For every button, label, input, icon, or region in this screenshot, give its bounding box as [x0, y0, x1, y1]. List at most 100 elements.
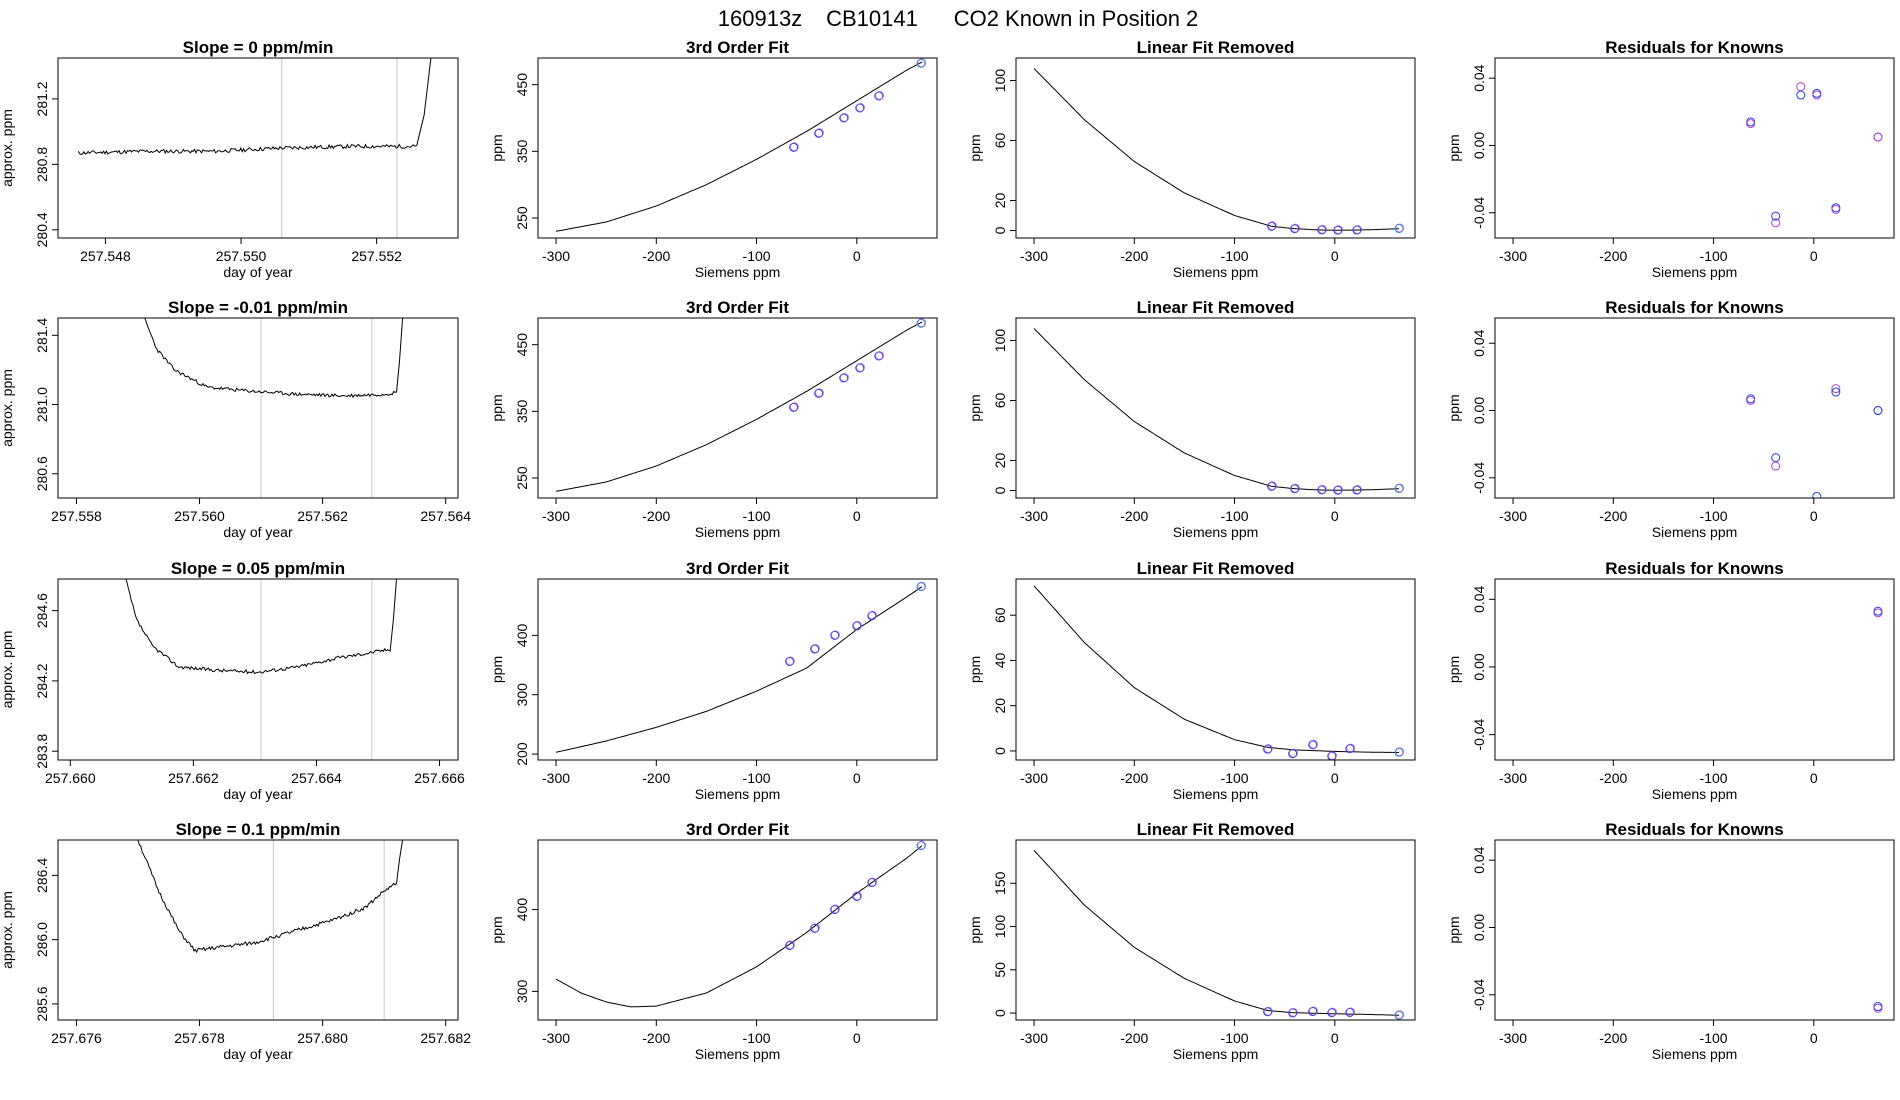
known-point — [1317, 225, 1327, 235]
known-point-overlay — [789, 402, 799, 412]
known-point-overlay — [917, 58, 927, 68]
y-tick-label: 300 — [514, 683, 530, 707]
x-axis-label: Siemens ppm — [1173, 786, 1259, 802]
panel-title: Linear Fit Removed — [1137, 38, 1295, 57]
panel-title: 3rd Order Fit — [686, 559, 789, 578]
known-point-overlay — [1328, 1007, 1338, 1017]
known-point — [855, 103, 865, 113]
plot-area — [555, 318, 927, 492]
x-axis-label: Siemens ppm — [695, 524, 781, 540]
panel-timeseries-row1: Slope = 0 ppm/min 257.548 257.550 257.552 28… — [0, 38, 459, 280]
known-point-overlay — [875, 350, 885, 360]
panel-linfit-row4: Linear Fit Removed -300 -200 -100 0 0 50 100 150… — [967, 820, 1416, 1062]
residual-point — [1771, 461, 1781, 471]
y-tick-label: 0 — [992, 226, 1008, 234]
panel-linfit-row1: Linear Fit Removed -300 -200 -100 0 0 20 60 100 S… — [967, 38, 1416, 280]
known-point — [785, 656, 795, 666]
known-point-overlay — [917, 581, 927, 591]
y-tick-label: -0.04 — [1471, 979, 1487, 1011]
y-tick-label: 281.0 — [34, 387, 50, 422]
panel-title: Linear Fit Removed — [1137, 559, 1295, 578]
x-tick-label: 0 — [1810, 248, 1818, 264]
x-tick-label: 0 — [1331, 508, 1339, 524]
x-axis-label: Siemens ppm — [695, 264, 781, 280]
residual-point — [1746, 119, 1756, 129]
known-point — [839, 373, 849, 383]
x-tick-label: 257.564 — [420, 508, 471, 524]
x-axis-label: day of year — [223, 1046, 293, 1062]
panel-title: 3rd Order Fit — [686, 298, 789, 317]
y-tick-label: 0.00 — [1471, 914, 1487, 941]
known-point-overlay — [1263, 744, 1273, 753]
known-point — [916, 58, 926, 68]
y-tick-label: 280.8 — [34, 147, 50, 182]
panel-frame — [1015, 578, 1416, 761]
x-axis-label: Siemens ppm — [1652, 786, 1738, 802]
residual-point — [1796, 90, 1806, 100]
x-axis-label: Siemens ppm — [1652, 1046, 1738, 1062]
y-tick-label: 300 — [514, 979, 530, 1003]
x-tick-label: -100 — [743, 1030, 771, 1046]
residual-point — [1771, 453, 1781, 463]
x-tick-label: -300 — [542, 248, 570, 264]
known-point — [916, 841, 926, 851]
x-tick-label: -200 — [1599, 508, 1627, 524]
x-tick-label: -100 — [1700, 770, 1728, 786]
y-tick-label: -0.04 — [1471, 718, 1487, 750]
y-tick-label: 0 — [992, 747, 1008, 755]
known-point — [1308, 1007, 1318, 1017]
x-tick-label: -100 — [1221, 248, 1249, 264]
known-point — [789, 402, 799, 412]
y-tick-label: 0.00 — [1471, 397, 1487, 424]
y-axis-label: ppm — [489, 916, 505, 943]
known-point — [1290, 224, 1300, 234]
known-point-overlay — [856, 362, 866, 372]
y-axis-label: ppm — [1446, 656, 1462, 683]
x-tick-label: 257.676 — [51, 1030, 102, 1046]
y-tick-label: 286.0 — [34, 922, 50, 957]
panel-frame — [1494, 578, 1895, 761]
y-tick-label: 250 — [514, 466, 530, 490]
panel-frame — [57, 839, 459, 1021]
y-tick-label: 50 — [992, 962, 1008, 978]
fit-curve — [555, 586, 923, 753]
x-axis-label: Siemens ppm — [1173, 264, 1259, 280]
panel-frame — [537, 57, 938, 239]
residual-point — [1812, 491, 1822, 498]
known-point-overlay — [1318, 484, 1328, 494]
x-tick-label: 0 — [1331, 1030, 1339, 1046]
known-point-overlay — [789, 142, 799, 152]
known-point-overlay — [1309, 739, 1318, 749]
y-tick-label: 280.6 — [34, 456, 50, 491]
x-tick-label: -300 — [542, 1030, 570, 1046]
x-tick-label: -200 — [642, 508, 670, 524]
y-tick-label: 450 — [514, 333, 530, 357]
plot-area — [1033, 68, 1405, 235]
known-point-overlay — [1395, 223, 1405, 233]
residual-point — [1831, 387, 1841, 397]
x-tick-label: 257.552 — [351, 248, 402, 264]
panel-linfit-row2: Linear Fit Removed -300 -200 -100 0 0 20 60 100 S… — [967, 298, 1416, 540]
known-point-overlay — [917, 840, 927, 850]
x-tick-label: 0 — [1810, 508, 1818, 524]
plot-area — [137, 840, 404, 1020]
y-tick-label: -0.04 — [1471, 462, 1487, 494]
y-tick-label: 150 — [992, 871, 1008, 895]
x-tick-label: -100 — [1700, 1030, 1728, 1046]
known-point — [1327, 1008, 1337, 1018]
x-tick-label: 0 — [853, 1030, 861, 1046]
panel-title: 3rd Order Fit — [686, 820, 789, 839]
panel-frame — [57, 578, 459, 761]
panel-title: Slope = -0.01 ppm/min — [168, 298, 348, 317]
x-axis-label: Siemens ppm — [1652, 524, 1738, 540]
panel-frame — [537, 578, 938, 761]
y-tick-label: 283.8 — [34, 733, 50, 768]
y-axis-label: ppm — [967, 916, 983, 943]
known-point-overlay — [815, 388, 824, 398]
x-tick-label: 257.562 — [297, 508, 348, 524]
panel-title: Slope = 0.05 ppm/min — [171, 559, 345, 578]
y-axis-label: ppm — [489, 394, 505, 421]
known-point-overlay — [811, 923, 820, 933]
y-tick-label: 280.4 — [34, 212, 50, 247]
fit-curve — [555, 845, 923, 1008]
